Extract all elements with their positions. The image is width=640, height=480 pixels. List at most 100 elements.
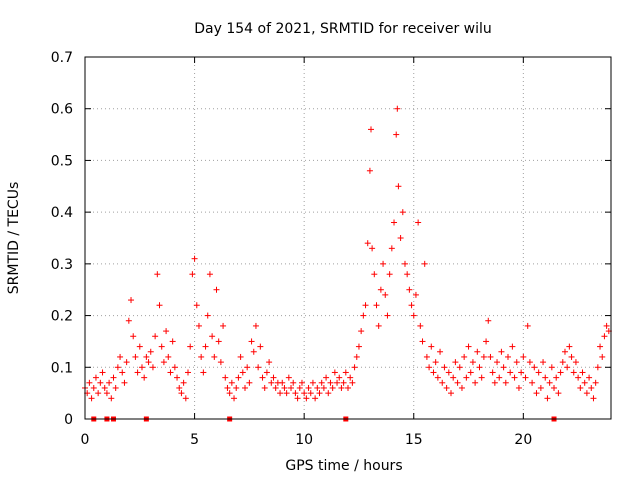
data-point (228, 379, 235, 386)
y-tick-labels: 0 0.1 0.2 0.3 0.4 0.5 0.6 0.7 (51, 50, 73, 428)
axis-ticks (84, 56, 611, 420)
data-point (504, 353, 511, 360)
data-point (384, 312, 391, 319)
data-point (277, 390, 284, 397)
data-point (469, 359, 476, 366)
data-point (211, 353, 218, 360)
y-tick-label: 0.6 (51, 102, 73, 118)
data-point (496, 374, 503, 381)
y-tick-label: 0.4 (51, 205, 73, 221)
data-point (401, 260, 408, 267)
data-point (507, 369, 514, 376)
data-point (206, 271, 213, 278)
data-point (270, 374, 277, 381)
data-point (88, 395, 95, 402)
data-point (128, 297, 135, 304)
data-point (423, 353, 430, 360)
data-point (342, 369, 349, 376)
data-point (178, 390, 185, 397)
data-point (174, 374, 181, 381)
data-point (568, 353, 575, 360)
data-point (511, 374, 518, 381)
data-point (244, 364, 251, 371)
data-point (577, 384, 584, 391)
data-point (268, 379, 275, 386)
data-point (581, 379, 588, 386)
x-tick-labels: 0 5 10 15 20 (81, 432, 533, 448)
data-point (92, 374, 99, 381)
data-point (513, 359, 520, 366)
data-point (90, 384, 97, 391)
data-point (448, 390, 455, 397)
data-point (261, 384, 268, 391)
data-point (130, 333, 137, 340)
data-point (498, 348, 505, 355)
data-point (360, 312, 367, 319)
data-point (145, 359, 152, 366)
data-point (474, 348, 481, 355)
data-point (452, 359, 459, 366)
data-point (182, 395, 189, 402)
data-point (101, 384, 108, 391)
data-point (132, 353, 139, 360)
data-point (239, 369, 246, 376)
data-point (279, 379, 286, 386)
data-point (364, 240, 371, 247)
data-point (334, 379, 341, 386)
data-point (156, 302, 163, 309)
data-point (246, 379, 253, 386)
data-point (180, 379, 187, 386)
data-point (434, 374, 441, 381)
data-point (250, 348, 257, 355)
data-point (285, 374, 292, 381)
data-point (336, 374, 343, 381)
x-tick-label: 5 (190, 432, 199, 448)
data-point (395, 183, 402, 190)
data-point (112, 384, 119, 391)
data-point (292, 390, 299, 397)
y-tick-label: 0.3 (51, 257, 73, 273)
data-point (579, 369, 586, 376)
data-point (586, 374, 593, 381)
data-point (472, 379, 479, 386)
data-point (382, 291, 389, 298)
data-point (502, 379, 509, 386)
data-point (371, 271, 378, 278)
data-point (397, 235, 404, 241)
data-point (316, 390, 323, 397)
data-point (518, 369, 525, 376)
data-point (355, 343, 362, 350)
data-point (272, 384, 279, 391)
data-point (544, 395, 551, 402)
data-point (439, 379, 446, 386)
data-point (136, 343, 143, 350)
data-point (531, 364, 538, 371)
data-point (463, 374, 470, 381)
data-point (485, 317, 492, 324)
data-point (426, 364, 433, 371)
data-point (314, 384, 321, 391)
data-point (445, 369, 452, 376)
data-point (588, 384, 595, 391)
data-point (288, 384, 295, 391)
x-axis-label: GPS time / hours (285, 458, 402, 474)
x-tick-label: 20 (514, 432, 532, 448)
data-point (121, 379, 128, 386)
data-point (191, 255, 198, 262)
data-point (307, 390, 314, 397)
data-point (158, 343, 165, 350)
data-point (283, 390, 290, 397)
data-point (533, 390, 540, 397)
data-point (147, 348, 154, 355)
data-point (509, 343, 516, 350)
data-point (305, 384, 312, 391)
data-point (386, 271, 393, 278)
data-point (213, 286, 220, 293)
data-point (393, 131, 400, 138)
data-point (594, 364, 601, 371)
data-point (551, 384, 558, 391)
data-point (103, 390, 110, 397)
chart-title: Day 154 of 2021, SRMTID for receiver wil… (194, 21, 492, 37)
data-point (432, 359, 439, 366)
data-point (546, 379, 553, 386)
